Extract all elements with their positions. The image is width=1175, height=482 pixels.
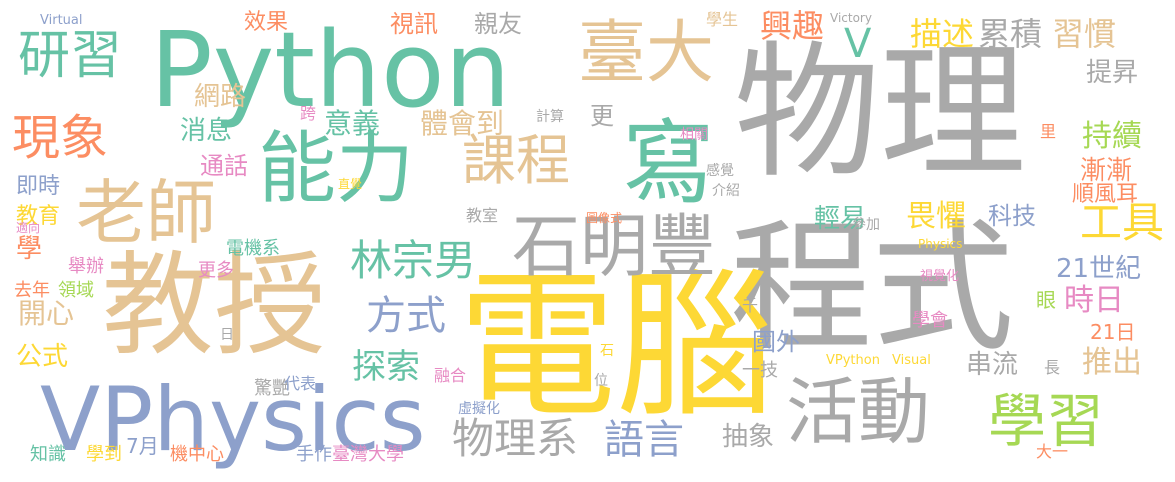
word-python: Python	[150, 9, 511, 131]
word-effect: 效果	[244, 10, 289, 35]
word-family: 親友	[474, 10, 522, 38]
word-vphysics: VPhysics	[40, 368, 426, 471]
word-li: 里	[1040, 122, 1057, 141]
word-long: 長	[1044, 358, 1061, 377]
word-eye: 眼	[1036, 288, 1056, 312]
word-one-skill: 一技	[742, 360, 778, 381]
word-tools: 工具	[1080, 198, 1165, 247]
word-student: 學生	[706, 10, 739, 29]
word-learned: 學到	[86, 444, 122, 465]
word-computer: 電腦	[458, 255, 774, 439]
word-gradually: 漸漸	[1080, 156, 1133, 186]
word-continue: 持續	[1082, 119, 1142, 154]
word-lin: 林宗男	[350, 236, 477, 285]
word-amazing: 驚艷	[254, 378, 290, 399]
word-handmade: 手作	[296, 444, 332, 465]
word-freshman: 大一	[1036, 442, 1069, 461]
word-july: 7月	[126, 434, 159, 458]
word-intro: 介紹	[712, 183, 740, 199]
word-physics-en: Physics	[918, 237, 963, 251]
word-method: 方式	[366, 293, 446, 339]
word-phenomenon: 現象	[12, 110, 109, 166]
word-field: 領域	[58, 280, 94, 301]
word-realtime: 即時	[16, 174, 61, 199]
word-program: 程式	[730, 206, 1014, 371]
word-meaning: 意義	[324, 107, 381, 140]
word-position: 位	[594, 373, 608, 389]
word-network: 網路	[194, 82, 247, 112]
word-stone: 石	[600, 343, 614, 359]
word-course: 課程	[462, 129, 570, 192]
word-graphical: 圖像式	[586, 211, 623, 225]
word-explore: 探索	[352, 347, 420, 387]
word-intuition: 直覺	[338, 177, 363, 191]
word-accumulate: 累積	[978, 15, 1043, 53]
word-abroad: 國外	[752, 328, 800, 356]
word-formula: 公式	[16, 342, 69, 372]
word-visual: Visual	[892, 353, 931, 368]
word-shunfenger: 順風耳	[1072, 182, 1139, 207]
word-v: V	[844, 21, 872, 67]
word-virtualize: 虛擬化	[458, 401, 500, 417]
word-much-more: 更多	[198, 260, 234, 281]
word-fusion: 融合	[434, 366, 467, 385]
word-activity: 活動	[786, 370, 931, 454]
word-professor: 教授	[102, 241, 326, 371]
word-represent: 代表	[284, 374, 317, 393]
word-hold: 舉辦	[68, 256, 104, 277]
word-classroom: 教室	[466, 206, 499, 225]
word-call: 通話	[200, 152, 248, 180]
word-compute: 計算	[536, 109, 564, 125]
word-workshop: 研習	[18, 26, 123, 86]
word-interest: 興趣	[760, 7, 825, 45]
word-knowledge: 知識	[30, 444, 66, 465]
word-cross: 跨	[300, 104, 317, 123]
word-easy: 輕易	[814, 204, 867, 234]
word-education: 教育	[16, 204, 61, 229]
word-language: 語言	[604, 417, 684, 463]
word-society: 學會	[912, 310, 948, 331]
word-shih: 石明豐	[512, 208, 717, 287]
word-more: 更	[590, 102, 614, 130]
word-write: 寫	[607, 114, 714, 206]
word-launch: 推出	[1082, 345, 1142, 380]
word-ability: 能力	[258, 124, 415, 214]
word-join: 參加	[852, 217, 880, 233]
word-center: 機中心	[170, 444, 224, 465]
word-teacher: 老師	[76, 172, 216, 254]
word-21century: 21世紀	[1056, 254, 1142, 284]
word-physics: 物理	[734, 28, 1026, 198]
word-21st: 21日	[1090, 320, 1136, 344]
word-feeling: 感覺	[706, 163, 734, 179]
word-describe: 描述	[910, 15, 975, 53]
word-vpython: VPython	[826, 353, 880, 368]
word-learning: 學習	[988, 387, 1105, 455]
word-tech: 科技	[988, 202, 1036, 230]
word-ntu: 臺大	[578, 14, 715, 93]
word-study: 學	[16, 234, 43, 264]
word-time: 時日	[1064, 283, 1124, 318]
word-realize: 體會到	[420, 107, 505, 140]
word-happy: 開心	[18, 297, 75, 330]
word-news: 消息	[180, 116, 233, 146]
word-day: 日	[220, 327, 234, 343]
word-improve: 提昇	[1086, 58, 1139, 88]
word-related: 相關	[680, 127, 708, 143]
word-last-year: 去年	[14, 280, 50, 301]
word-video: 視訊	[390, 10, 438, 38]
word-abstract: 抽象	[722, 422, 775, 452]
word-virtual: Virtual	[40, 13, 83, 28]
word-adapt: 適向	[16, 221, 41, 235]
word-physics-dept: 物理系	[452, 414, 579, 463]
word-victory: Victory	[830, 11, 872, 25]
word-thousand: 千	[742, 296, 759, 315]
word-visualize: 視覺化	[920, 269, 960, 284]
word-ntu-full: 臺灣大學	[332, 444, 404, 465]
word-stream: 串流	[966, 350, 1019, 380]
word-habit: 習慣	[1052, 15, 1117, 53]
word-fear: 畏懼	[906, 199, 966, 234]
word-ee-dept: 電機系	[226, 238, 280, 259]
